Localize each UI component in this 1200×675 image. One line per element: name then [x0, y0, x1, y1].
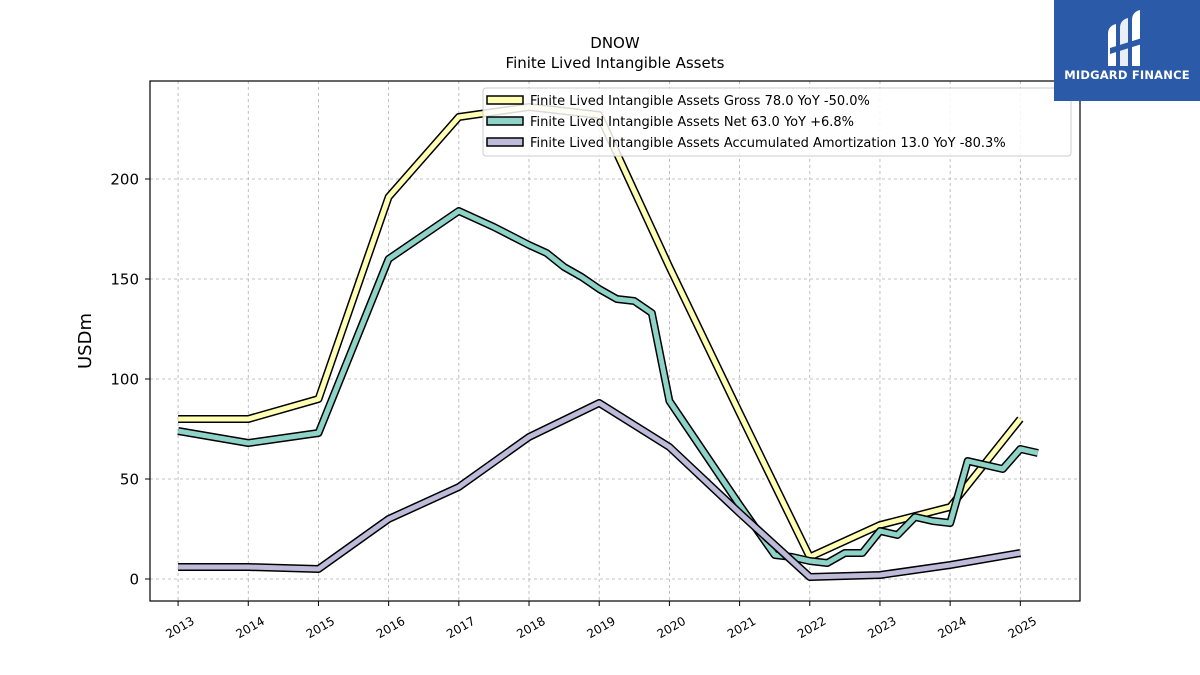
brand-logo: MIDGARD FINANCE: [1054, 0, 1200, 101]
x-tick-label: 2017: [444, 614, 477, 641]
grid: [150, 81, 1080, 601]
x-tick-label: 2018: [514, 614, 547, 641]
series-net: [177, 207, 1039, 567]
chart-title: DNOW: [590, 34, 640, 52]
y-tick-label: 100: [110, 371, 139, 389]
legend-label: Finite Lived Intangible Assets Accumulat…: [530, 136, 1006, 151]
midgard-logo-icon: [1108, 10, 1142, 66]
series-net-line: [177, 208, 1039, 566]
legend-box: [482, 87, 1072, 157]
x-tick-label: 2020: [655, 614, 688, 641]
y-tick-label: 50: [120, 471, 139, 489]
series-net-outline: [177, 207, 1039, 567]
y-tick-label: 150: [110, 271, 139, 289]
legend-label: Finite Lived Intangible Assets Net 63.0 …: [530, 115, 854, 130]
x-tick-label: 2014: [234, 614, 267, 641]
chart-subtitle: Finite Lived Intangible Assets: [506, 54, 725, 72]
y-tick-label: 0: [129, 571, 139, 589]
legend-swatch: [486, 116, 524, 126]
x-tick-label: 2022: [795, 614, 828, 641]
series-amortization-line: [178, 400, 1021, 580]
y-tick-label: 200: [110, 171, 139, 189]
x-tick-label: 2021: [725, 614, 758, 641]
x-tick-label: 2013: [163, 614, 196, 641]
series-amortization: [178, 399, 1021, 581]
plot-frame: [149, 80, 1081, 602]
y-axis-label: USDm: [75, 313, 96, 369]
x-tick-label: 2016: [374, 614, 407, 641]
x-tick-label: 2025: [1006, 614, 1039, 641]
legend-swatch: [486, 95, 524, 105]
series-lines: [177, 103, 1039, 581]
x-tick-label: 2023: [865, 614, 898, 641]
legend: Finite Lived Intangible Assets Gross 78.…: [482, 87, 1072, 157]
x-tick-label: 2019: [584, 614, 617, 641]
x-tick-label: 2024: [935, 614, 968, 641]
legend-label: Finite Lived Intangible Assets Gross 78.…: [530, 94, 870, 109]
x-tick-label: 2015: [304, 614, 337, 641]
brand-name: MIDGARD FINANCE: [1064, 68, 1190, 82]
legend-swatch: [486, 137, 524, 147]
